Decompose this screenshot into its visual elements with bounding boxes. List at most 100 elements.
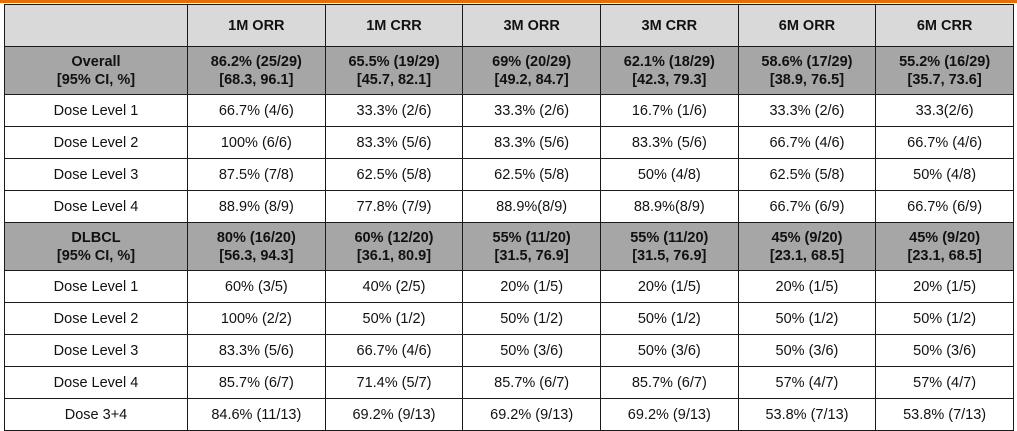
table-cell: 71.4% (5/7) bbox=[324, 366, 464, 399]
table-cell: 57% (4/7) bbox=[737, 366, 877, 399]
summary-ci: [31.5, 76.9] bbox=[632, 247, 707, 264]
summary-rate: 55% (11/20) bbox=[492, 229, 571, 246]
row-label: Dose Level 2 bbox=[4, 126, 188, 159]
summary-cell: 60% (12/20) [36.1, 80.9] bbox=[324, 222, 464, 271]
table-cell: 88.9%(8/9) bbox=[599, 190, 739, 223]
summary-cell: 55.2% (16/29) [35.7, 73.6] bbox=[875, 46, 1014, 95]
summary-cell: 55% (11/20) [31.5, 76.9] bbox=[462, 222, 601, 271]
header-1m-crr: 1M CRR bbox=[324, 4, 464, 47]
summary-rate: 45% (9/20) bbox=[771, 229, 843, 246]
row-label: Dose Level 4 bbox=[4, 366, 188, 399]
table-row: Dose Level 4 88.9% (8/9) 77.8% (7/9) 88.… bbox=[4, 190, 1014, 223]
table-cell: 83.3% (5/6) bbox=[187, 334, 326, 367]
table-cell: 66.7% (6/9) bbox=[737, 190, 877, 223]
summary-label-ci: [95% CI, %] bbox=[56, 247, 136, 264]
row-label: Dose Level 3 bbox=[4, 158, 188, 191]
summary-cell: 62.1% (18/29) [42.3, 79.3] bbox=[599, 46, 739, 95]
row-label: Dose 3+4 bbox=[4, 398, 188, 431]
summary-label: Overall [95% CI, %] bbox=[4, 46, 188, 95]
summary-ci: [68.3, 96.1] bbox=[219, 71, 294, 88]
summary-rate: 45% (9/20) bbox=[909, 229, 981, 246]
summary-label: DLBCL [95% CI, %] bbox=[4, 222, 188, 271]
summary-ci: [56.3, 94.3] bbox=[219, 247, 294, 264]
table-row: Dose Level 3 83.3% (5/6) 66.7% (4/6) 50%… bbox=[4, 334, 1014, 367]
table-cell: 85.7% (6/7) bbox=[599, 366, 739, 399]
summary-rate: 62.1% (18/29) bbox=[623, 53, 715, 70]
summary-ci: [36.1, 80.9] bbox=[356, 247, 432, 264]
summary-rate: 55.2% (16/29) bbox=[899, 53, 991, 70]
table-cell: 20% (1/5) bbox=[599, 270, 739, 303]
table-row: Dose Level 2 100% (6/6) 83.3% (5/6) 83.3… bbox=[4, 126, 1014, 159]
table-cell: 16.7% (1/6) bbox=[599, 94, 739, 127]
header-row: 1M ORR 1M CRR 3M ORR 3M CRR 6M ORR 6M CR… bbox=[4, 4, 1014, 47]
table-cell: 62.5% (5/8) bbox=[462, 158, 601, 191]
top-accent-bar bbox=[0, 0, 1017, 3]
header-corner-cell bbox=[4, 4, 188, 47]
table-row: Dose 3+4 84.6% (11/13) 69.2% (9/13) 69.2… bbox=[4, 398, 1014, 431]
table-cell: 20% (1/5) bbox=[462, 270, 601, 303]
row-label: Dose Level 1 bbox=[4, 94, 188, 127]
table-cell: 83.3% (5/6) bbox=[599, 126, 739, 159]
table-cell: 33.3% (2/6) bbox=[462, 94, 601, 127]
table-cell: 50% (1/2) bbox=[462, 302, 601, 335]
summary-ci: [49.2, 84.7] bbox=[494, 71, 569, 88]
table-cell: 62.5% (5/8) bbox=[324, 158, 464, 191]
summary-cell: 55% (11/20) [31.5, 76.9] bbox=[599, 222, 739, 271]
table-row: Dose Level 3 87.5% (7/8) 62.5% (5/8) 62.… bbox=[4, 158, 1014, 191]
table-cell: 50% (1/2) bbox=[737, 302, 877, 335]
table-cell: 69.2% (9/13) bbox=[462, 398, 601, 431]
summary-cell: 45% (9/20) [23.1, 68.5] bbox=[737, 222, 877, 271]
table-row: Dose Level 4 85.7% (6/7) 71.4% (5/7) 85.… bbox=[4, 366, 1014, 399]
summary-cell: 80% (16/20) [56.3, 94.3] bbox=[187, 222, 326, 271]
summary-rate: 86.2% (25/29) bbox=[210, 53, 302, 70]
table-cell: 50% (1/2) bbox=[875, 302, 1014, 335]
summary-cell: 86.2% (25/29) [68.3, 96.1] bbox=[187, 46, 326, 95]
summary-row-overall: Overall [95% CI, %] 86.2% (25/29) [68.3, … bbox=[4, 46, 1014, 95]
table-cell: 50% (4/8) bbox=[599, 158, 739, 191]
summary-label-title: DLBCL bbox=[71, 229, 121, 246]
response-rate-table: 1M ORR 1M CRR 3M ORR 3M CRR 6M ORR 6M CR… bbox=[4, 4, 1014, 431]
summary-label-title: Overall bbox=[71, 53, 121, 70]
table-cell: 83.3% (5/6) bbox=[462, 126, 601, 159]
summary-row-dlbcl: DLBCL [95% CI, %] 80% (16/20) [56.3, 94.3… bbox=[4, 222, 1014, 271]
table-cell: 33.3% (2/6) bbox=[324, 94, 464, 127]
table-cell: 84.6% (11/13) bbox=[187, 398, 326, 431]
table-cell: 69.2% (9/13) bbox=[599, 398, 739, 431]
table-cell: 57% (4/7) bbox=[875, 366, 1014, 399]
summary-cell: 69% (20/29) [49.2, 84.7] bbox=[462, 46, 601, 95]
table-row: Dose Level 2 100% (2/2) 50% (1/2) 50% (1… bbox=[4, 302, 1014, 335]
table-cell: 33.3(2/6) bbox=[875, 94, 1014, 127]
table-row: Dose Level 1 66.7% (4/6) 33.3% (2/6) 33.… bbox=[4, 94, 1014, 127]
summary-cell: 65.5% (19/29) [45.7, 82.1] bbox=[324, 46, 464, 95]
table-cell: 50% (3/6) bbox=[462, 334, 601, 367]
table-cell: 66.7% (4/6) bbox=[875, 126, 1014, 159]
table-cell: 100% (2/2) bbox=[187, 302, 326, 335]
summary-cell: 58.6% (17/29) [38.9, 76.5] bbox=[737, 46, 877, 95]
table-cell: 53.8% (7/13) bbox=[875, 398, 1014, 431]
table-cell: 69.2% (9/13) bbox=[324, 398, 464, 431]
summary-ci: [23.1, 68.5] bbox=[769, 247, 845, 264]
summary-rate: 58.6% (17/29) bbox=[761, 53, 853, 70]
table-cell: 50% (3/6) bbox=[875, 334, 1014, 367]
table-cell: 88.9% (8/9) bbox=[187, 190, 326, 223]
table-cell: 100% (6/6) bbox=[187, 126, 326, 159]
summary-ci: [45.7, 82.1] bbox=[356, 71, 432, 88]
table-cell: 33.3% (2/6) bbox=[737, 94, 877, 127]
header-1m-orr: 1M ORR bbox=[187, 4, 326, 47]
summary-ci: [23.1, 68.5] bbox=[907, 247, 982, 264]
row-label: Dose Level 3 bbox=[4, 334, 188, 367]
summary-cell: 45% (9/20) [23.1, 68.5] bbox=[875, 222, 1014, 271]
table-cell: 83.3% (5/6) bbox=[324, 126, 464, 159]
table-cell: 87.5% (7/8) bbox=[187, 158, 326, 191]
table-cell: 66.7% (4/6) bbox=[737, 126, 877, 159]
table-cell: 88.9%(8/9) bbox=[462, 190, 601, 223]
table-cell: 85.7% (6/7) bbox=[187, 366, 326, 399]
table-cell: 66.7% (4/6) bbox=[324, 334, 464, 367]
header-6m-crr: 6M CRR bbox=[875, 4, 1014, 47]
table-cell: 50% (1/2) bbox=[324, 302, 464, 335]
summary-ci: [38.9, 76.5] bbox=[769, 71, 845, 88]
table-cell: 20% (1/5) bbox=[875, 270, 1014, 303]
table-cell: 50% (1/2) bbox=[599, 302, 739, 335]
table-cell: 53.8% (7/13) bbox=[737, 398, 877, 431]
table-cell: 40% (2/5) bbox=[324, 270, 464, 303]
